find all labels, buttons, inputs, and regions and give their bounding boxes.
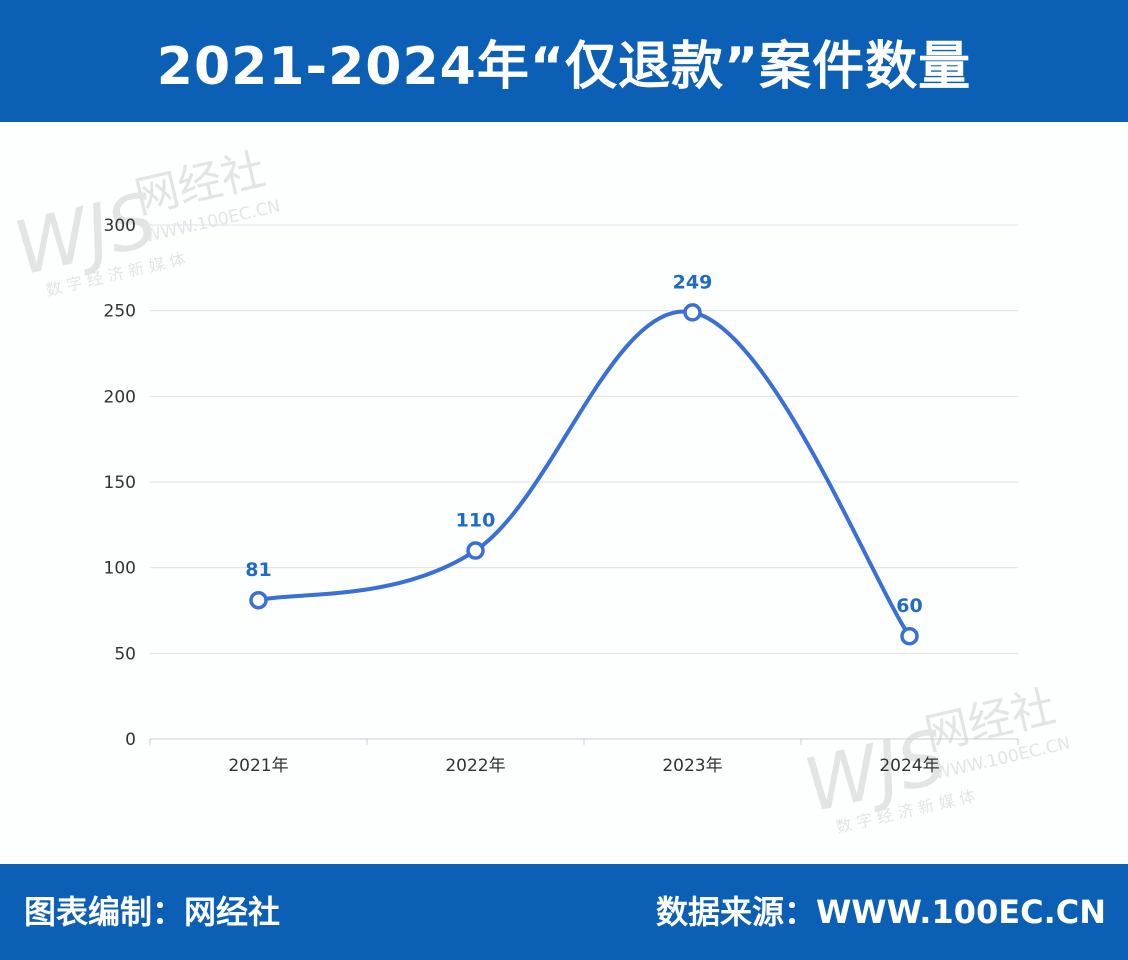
data-label: 60 (896, 595, 922, 617)
data-point (683, 303, 702, 322)
chart-title: 2021-2024年“仅退款”案件数量 (156, 36, 972, 97)
y-axis-ticks: 0 50 100 150 200 250 300 (104, 216, 136, 750)
x-tick-label: 2022年 (445, 756, 505, 776)
data-labels: 81 110 249 60 (245, 271, 922, 617)
y-tick-label: 100 (104, 559, 136, 579)
data-label: 249 (673, 271, 713, 293)
header-bar: 2021-2024年“仅退款”案件数量 (0, 0, 1128, 122)
y-tick-label: 300 (104, 216, 136, 236)
data-label: 81 (245, 559, 271, 581)
grid-lines (150, 224, 1018, 740)
series-line (256, 309, 912, 639)
x-tick-label: 2023年 (662, 756, 722, 776)
footer-source: 数据来源：WWW.100EC.CN (656, 864, 1106, 960)
x-tick-label: 2024年 (879, 756, 939, 776)
data-label: 110 (456, 510, 496, 532)
footer-credit: 图表编制：网经社 (24, 864, 280, 960)
x-axis-ticks: 2021年 2022年 2023年 2024年 (149, 739, 1019, 776)
watermark-top-left: WJS 网经社 WWW.100EC.CN 数 字 经 济 新 媒 体 (7, 144, 283, 299)
y-tick-label: 50 (114, 644, 136, 664)
y-tick-label: 250 (104, 302, 136, 322)
footer-credit-label: 图表编制： (24, 893, 185, 931)
data-point (900, 626, 919, 646)
footer-source-label: 数据来源： (655, 893, 816, 931)
footer-bar: 图表编制：网经社 数据来源：WWW.100EC.CN (0, 864, 1128, 960)
footer-credit-value: 网经社 (184, 893, 281, 931)
chart-area (0, 122, 1128, 864)
data-point (466, 541, 485, 560)
footer-source-value: WWW.100EC.CN (816, 893, 1106, 931)
data-point (249, 590, 268, 610)
y-tick-label: 200 (104, 387, 136, 407)
x-tick-label: 2021年 (228, 756, 288, 776)
y-tick-label: 150 (104, 473, 136, 493)
y-tick-label: 0 (125, 730, 136, 750)
data-points (249, 303, 919, 646)
